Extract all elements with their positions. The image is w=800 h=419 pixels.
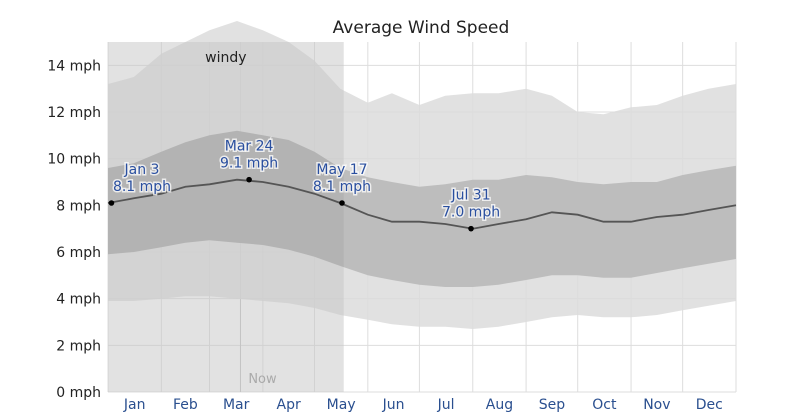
y-axis-ticks: 0 mph 2 mph 4 mph 6 mph 8 mph 10 mph 12 mph 14 … xyxy=(47,58,101,401)
y-tick-label: 2 mph xyxy=(56,338,101,354)
x-tick-label: Sep xyxy=(539,397,566,413)
y-tick-label: 0 mph xyxy=(56,385,101,401)
annotation-marker xyxy=(108,200,115,206)
season-overlay xyxy=(108,42,344,392)
percentile-bands xyxy=(108,21,736,329)
annotation-value: 8.1 mph xyxy=(113,179,171,195)
x-tick-label: Oct xyxy=(592,397,617,413)
season-label: windy xyxy=(205,50,246,66)
annotation-date: Mar 24 xyxy=(225,139,274,155)
annotation-date: May 17 xyxy=(316,162,367,178)
season-overlay-rect xyxy=(108,42,344,392)
y-tick-label: 8 mph xyxy=(56,198,101,214)
y-tick-label: 4 mph xyxy=(56,292,101,308)
y-tick-label: 10 mph xyxy=(47,152,101,168)
band-p25-p75 xyxy=(108,130,736,287)
x-tick-label: Jul xyxy=(437,397,455,413)
annotation-date: Jul 31 xyxy=(450,188,490,204)
mean-line xyxy=(107,178,737,230)
x-tick-label: Dec xyxy=(696,397,723,413)
annotation-value: 8.1 mph xyxy=(313,179,371,195)
x-tick-label: Aug xyxy=(486,397,513,413)
annotation-marker xyxy=(468,225,474,232)
x-axis-ticks: Jan Feb Mar Apr May Jun Jul Aug Sep Oct Nov Dec xyxy=(123,397,723,413)
y-tick-label: 12 mph xyxy=(47,105,101,121)
now-label: Now xyxy=(248,372,277,387)
annotation-value: 9.1 mph xyxy=(220,156,278,172)
y-tick-label: 14 mph xyxy=(47,58,101,74)
x-tick-label: Mar xyxy=(223,397,250,413)
x-tick-label: Jun xyxy=(382,397,405,413)
x-tick-label: Feb xyxy=(173,397,198,413)
annotation-date: Jan 3 xyxy=(124,162,160,178)
x-tick-label: May xyxy=(327,397,356,413)
x-tick-label: Nov xyxy=(643,397,670,413)
annotation-marker xyxy=(339,200,345,206)
x-tick-label: Jan xyxy=(123,397,146,413)
y-tick-label: 6 mph xyxy=(56,245,101,261)
x-tick-label: Apr xyxy=(277,397,301,413)
annotation-marker xyxy=(246,176,252,183)
annotation-value: 7.0 mph xyxy=(442,205,500,221)
mean-line-group xyxy=(107,178,737,230)
chart-title: Average Wind Speed xyxy=(333,18,510,38)
overlay-labels: windy Now xyxy=(205,50,277,387)
